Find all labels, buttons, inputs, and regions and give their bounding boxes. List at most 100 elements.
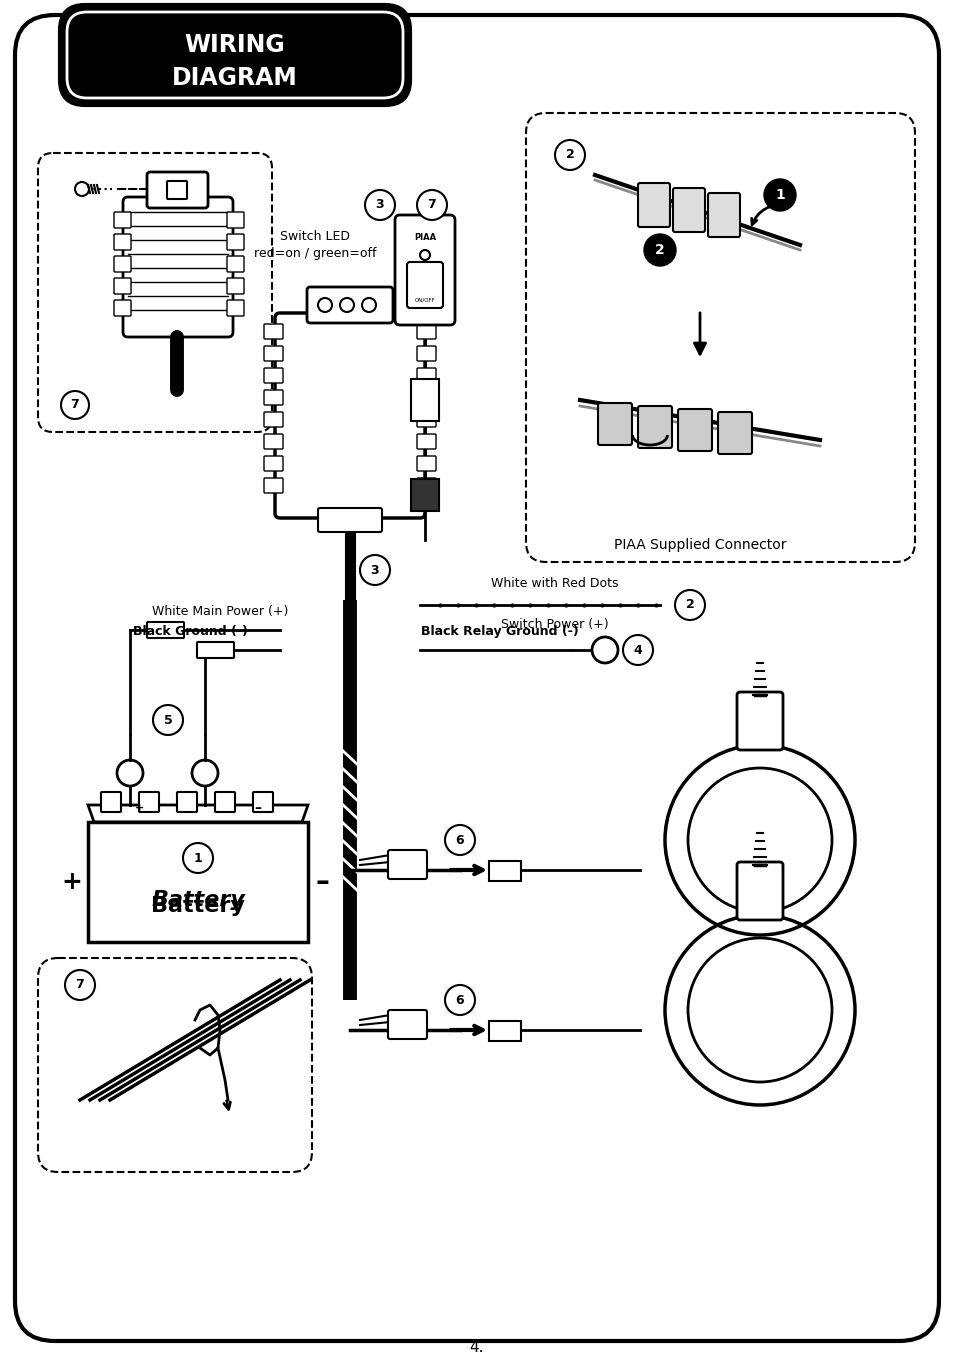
Text: –: – (254, 801, 261, 814)
Text: 2: 2 (685, 599, 694, 611)
Text: 3: 3 (371, 563, 379, 576)
FancyBboxPatch shape (38, 958, 312, 1172)
FancyBboxPatch shape (411, 378, 438, 421)
Text: DIAGRAM: DIAGRAM (172, 66, 297, 90)
Text: White Main Power (+): White Main Power (+) (152, 605, 288, 618)
FancyBboxPatch shape (416, 435, 436, 448)
Text: PIAA Supplied Connector: PIAA Supplied Connector (613, 537, 785, 553)
FancyBboxPatch shape (395, 215, 455, 325)
FancyBboxPatch shape (177, 792, 196, 812)
FancyBboxPatch shape (317, 509, 381, 532)
Text: +: + (62, 871, 82, 894)
Text: 7: 7 (75, 979, 84, 991)
FancyBboxPatch shape (101, 792, 121, 812)
FancyBboxPatch shape (264, 367, 283, 383)
FancyBboxPatch shape (15, 15, 938, 1341)
Text: Battery: Battery (151, 897, 245, 916)
Text: Black Ground (-): Black Ground (-) (133, 625, 248, 638)
FancyBboxPatch shape (416, 367, 436, 383)
Text: –: – (314, 868, 329, 897)
FancyBboxPatch shape (407, 262, 442, 308)
Polygon shape (88, 805, 308, 823)
Circle shape (359, 555, 390, 585)
FancyBboxPatch shape (707, 193, 740, 237)
FancyBboxPatch shape (196, 642, 233, 658)
FancyBboxPatch shape (123, 197, 233, 337)
Text: Black Relay Ground (-): Black Relay Ground (-) (420, 625, 578, 638)
Text: Switch LED
red=on / green=off: Switch LED red=on / green=off (253, 230, 375, 260)
Circle shape (365, 191, 395, 219)
FancyBboxPatch shape (227, 213, 244, 228)
Text: 1: 1 (774, 188, 784, 202)
FancyBboxPatch shape (113, 256, 131, 271)
Circle shape (763, 180, 795, 211)
FancyBboxPatch shape (737, 692, 782, 750)
FancyBboxPatch shape (147, 622, 184, 638)
FancyBboxPatch shape (227, 234, 244, 250)
FancyBboxPatch shape (416, 389, 436, 404)
Circle shape (622, 635, 652, 665)
Text: Switch Power (+): Switch Power (+) (500, 618, 608, 631)
FancyBboxPatch shape (598, 403, 631, 446)
Text: 7: 7 (71, 399, 79, 411)
FancyBboxPatch shape (388, 1010, 427, 1039)
FancyBboxPatch shape (416, 457, 436, 472)
Text: White with Red Dots: White with Red Dots (491, 577, 618, 590)
FancyBboxPatch shape (227, 256, 244, 271)
Circle shape (416, 191, 447, 219)
Circle shape (643, 234, 676, 266)
FancyBboxPatch shape (113, 278, 131, 293)
FancyBboxPatch shape (489, 861, 520, 882)
FancyBboxPatch shape (274, 313, 424, 518)
FancyBboxPatch shape (147, 171, 208, 208)
Circle shape (444, 984, 475, 1015)
FancyBboxPatch shape (113, 234, 131, 250)
FancyBboxPatch shape (67, 12, 402, 97)
Circle shape (152, 705, 183, 735)
Circle shape (61, 391, 89, 420)
Text: 6: 6 (456, 994, 464, 1006)
FancyBboxPatch shape (167, 181, 187, 199)
Circle shape (555, 140, 584, 170)
FancyBboxPatch shape (678, 409, 711, 451)
FancyBboxPatch shape (416, 324, 436, 339)
FancyBboxPatch shape (416, 478, 436, 494)
FancyBboxPatch shape (307, 287, 393, 324)
Text: Battery: Battery (151, 890, 245, 910)
Circle shape (675, 590, 704, 620)
Text: 2: 2 (565, 148, 574, 162)
FancyBboxPatch shape (264, 413, 283, 426)
FancyBboxPatch shape (264, 435, 283, 448)
FancyBboxPatch shape (264, 345, 283, 361)
FancyBboxPatch shape (113, 213, 131, 228)
FancyBboxPatch shape (38, 154, 272, 432)
FancyBboxPatch shape (214, 792, 234, 812)
FancyBboxPatch shape (638, 182, 669, 228)
Text: 3: 3 (375, 199, 384, 211)
Text: 5: 5 (164, 713, 172, 727)
FancyBboxPatch shape (227, 300, 244, 315)
FancyBboxPatch shape (388, 850, 427, 879)
FancyBboxPatch shape (88, 823, 308, 942)
FancyBboxPatch shape (253, 792, 273, 812)
FancyBboxPatch shape (264, 457, 283, 472)
FancyBboxPatch shape (411, 478, 438, 511)
Text: ON/OFF: ON/OFF (415, 298, 435, 303)
FancyBboxPatch shape (672, 188, 704, 232)
Text: 1: 1 (193, 851, 202, 865)
FancyBboxPatch shape (525, 112, 914, 562)
Text: 2: 2 (655, 243, 664, 256)
FancyBboxPatch shape (264, 324, 283, 339)
Text: +: + (135, 803, 145, 813)
FancyBboxPatch shape (264, 478, 283, 494)
FancyBboxPatch shape (139, 792, 159, 812)
FancyBboxPatch shape (718, 413, 751, 454)
FancyBboxPatch shape (416, 413, 436, 426)
Text: 6: 6 (456, 834, 464, 846)
FancyBboxPatch shape (113, 300, 131, 315)
Text: PIAA: PIAA (414, 233, 436, 243)
Circle shape (65, 971, 95, 999)
Circle shape (444, 825, 475, 856)
FancyBboxPatch shape (638, 406, 671, 448)
Text: WIRING: WIRING (185, 33, 285, 58)
